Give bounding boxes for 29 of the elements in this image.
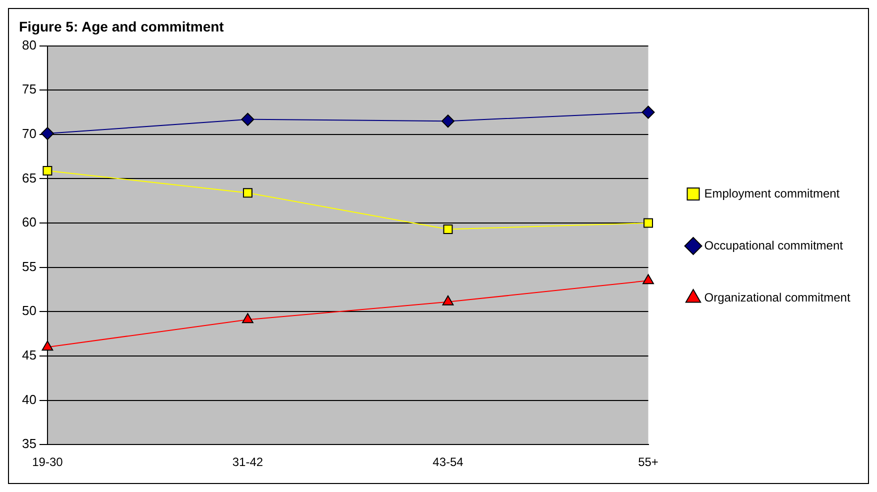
point xyxy=(642,274,654,284)
point xyxy=(644,218,653,228)
point xyxy=(441,114,454,128)
y-tick-label: 45 xyxy=(22,348,36,363)
y-tick-label: 55 xyxy=(22,258,36,274)
point xyxy=(442,295,454,306)
point xyxy=(42,166,52,176)
y-tick-label: 40 xyxy=(22,392,36,407)
point xyxy=(443,224,453,234)
chart-title: Figure 5: Age and commitment xyxy=(19,18,224,34)
legend-label: Organizational commitment xyxy=(704,290,851,304)
point xyxy=(42,340,54,351)
y-tick-label: 70 xyxy=(22,126,36,141)
legend-label: Occupational commitment xyxy=(704,238,844,252)
legend-label: Employment commitment xyxy=(704,186,840,200)
point xyxy=(242,188,252,198)
y-tick-label: 50 xyxy=(22,303,36,318)
x-tick-label: 43-54 xyxy=(432,455,464,470)
y-tick-label: 35 xyxy=(22,436,36,452)
x-tick-label: 55+ xyxy=(638,455,658,470)
y-tick-label: 80 xyxy=(22,37,36,52)
y-tick-label: 75 xyxy=(22,82,36,97)
point xyxy=(241,112,254,126)
x-tick-label: 19-30 xyxy=(32,455,64,470)
point xyxy=(642,106,655,119)
y-tick-label: 60 xyxy=(22,214,36,230)
x-tick-label: 31-42 xyxy=(232,455,264,470)
point xyxy=(242,313,254,324)
y-tick-label: 65 xyxy=(22,170,36,186)
